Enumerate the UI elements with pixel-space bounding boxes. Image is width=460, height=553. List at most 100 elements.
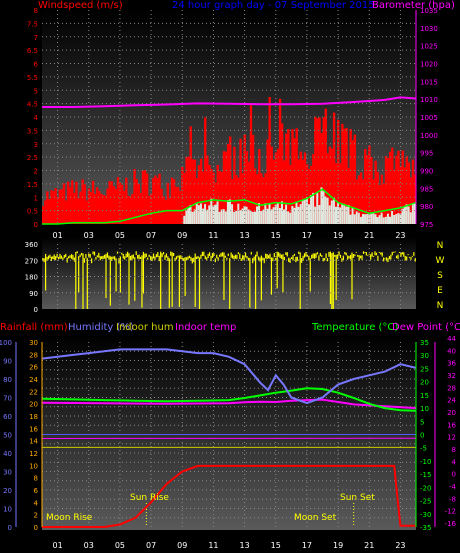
humidity-tick: 90 <box>3 358 12 366</box>
wind-bar <box>154 175 157 224</box>
wind-avg-bar <box>195 202 198 224</box>
wind-bar <box>164 200 167 224</box>
wind-avg-bar <box>249 211 252 224</box>
wind-bar <box>191 159 194 224</box>
wind-avg-bar <box>328 205 331 224</box>
wind-bar <box>71 180 74 224</box>
wind-avg-bar <box>266 208 269 224</box>
wind-avg-bar <box>403 206 406 224</box>
compass-label: N <box>437 301 444 311</box>
chart-title: 24 hour graph day - 07 September 2015 <box>172 0 375 11</box>
rainfall-tick: 26 <box>29 364 38 372</box>
x-tick-label: 23 <box>395 541 405 550</box>
wind-bar <box>411 159 415 224</box>
wind-bar <box>316 118 319 224</box>
direction-tick: 180 <box>25 274 38 282</box>
wind-bar <box>239 138 242 224</box>
wind-avg-bar <box>341 203 344 224</box>
wind-bar <box>291 129 294 224</box>
wind-avg-bar <box>401 208 404 224</box>
wind-bar <box>399 166 402 224</box>
wind-avg-bar <box>366 214 369 224</box>
wind-bar <box>150 193 153 224</box>
windspeed-tick: 1 <box>34 194 38 202</box>
wind-bar <box>193 159 197 224</box>
wind-avg-bar <box>374 214 377 224</box>
wind-avg-bar <box>199 203 202 224</box>
wind-avg-bar <box>276 202 279 224</box>
wind-avg-bar <box>220 209 223 224</box>
temperature-tick: -25 <box>420 498 431 506</box>
x-tick-label: 17 <box>302 231 312 240</box>
wind-avg-bar <box>187 206 190 224</box>
moon-set-label: Moon Set <box>294 513 337 523</box>
wind-avg-bar <box>307 204 311 224</box>
compass-label: E <box>437 286 443 296</box>
wind-bar <box>272 159 276 224</box>
wind-avg-bar <box>262 209 265 224</box>
wind-bar <box>397 150 400 224</box>
x-tick-label: 01 <box>52 541 62 550</box>
wind-avg-bar <box>191 211 194 224</box>
wind-bar <box>216 165 219 224</box>
barometer-tick: 975 <box>420 221 433 229</box>
wind-bar <box>98 191 101 224</box>
wind-bar <box>413 174 417 224</box>
wind-bar <box>388 151 392 224</box>
wind-avg-bar <box>210 198 213 224</box>
wind-bar <box>337 119 340 224</box>
wind-avg-bar <box>256 206 259 224</box>
wind-bar <box>114 188 118 224</box>
rainfall-tick: 0 <box>34 524 38 532</box>
wind-bar <box>58 189 61 224</box>
wind-bar <box>93 193 97 224</box>
wind-bar <box>197 165 201 224</box>
wind-avg-bar <box>258 203 261 224</box>
wind-bar <box>241 173 244 224</box>
rainfall-tick: 30 <box>29 339 38 347</box>
wind-bar <box>378 185 381 224</box>
humidity-tick: 10 <box>3 506 12 514</box>
windspeed-tick: 5 <box>34 87 38 95</box>
wind-avg-bar <box>247 209 250 224</box>
wind-bar <box>160 188 163 224</box>
wind-avg-bar <box>285 204 288 224</box>
dewpoint-tick: -12 <box>445 508 456 516</box>
wind-avg-bar <box>391 211 394 224</box>
wind-bar <box>260 173 263 224</box>
x-tick-label: 17 <box>302 541 312 550</box>
wind-bar <box>102 195 105 224</box>
wind-bar <box>133 169 136 224</box>
wind-bar <box>75 181 78 224</box>
wind-bar <box>322 117 325 224</box>
temperature-tick: 0 <box>420 432 424 440</box>
wind-bar <box>222 151 226 224</box>
wind-bar <box>370 156 373 224</box>
wind-bar <box>100 193 103 224</box>
windspeed-tick: 4 <box>34 114 39 122</box>
wind-bar <box>156 178 159 224</box>
wind-bar <box>405 156 408 224</box>
humidity-tick: 30 <box>3 469 12 477</box>
wind-bar <box>50 190 53 224</box>
wind-avg-bar <box>231 204 234 224</box>
wind-avg-bar <box>395 214 398 224</box>
wind-bar <box>145 173 149 224</box>
rainfall-tick: 22 <box>29 388 38 396</box>
temperature-tick: -15 <box>420 471 431 479</box>
wind-bar <box>195 178 199 224</box>
wind-avg-bar <box>393 214 396 224</box>
wind-avg-bar <box>397 213 400 224</box>
wind-bar <box>249 105 253 224</box>
temperature-tick: 35 <box>420 339 429 347</box>
wind-bar <box>401 150 404 224</box>
compass-label: W <box>436 256 445 266</box>
wind-bar <box>181 166 184 224</box>
windspeed-tick: 1.5 <box>27 181 38 189</box>
rainfall-tick: 2 <box>34 512 38 520</box>
x-tick-label: 01 <box>52 231 62 240</box>
wind-bar <box>334 163 338 224</box>
wind-bar <box>328 146 332 224</box>
rainfall-tick: 12 <box>29 450 38 458</box>
barometer-tick: 1015 <box>420 78 438 86</box>
